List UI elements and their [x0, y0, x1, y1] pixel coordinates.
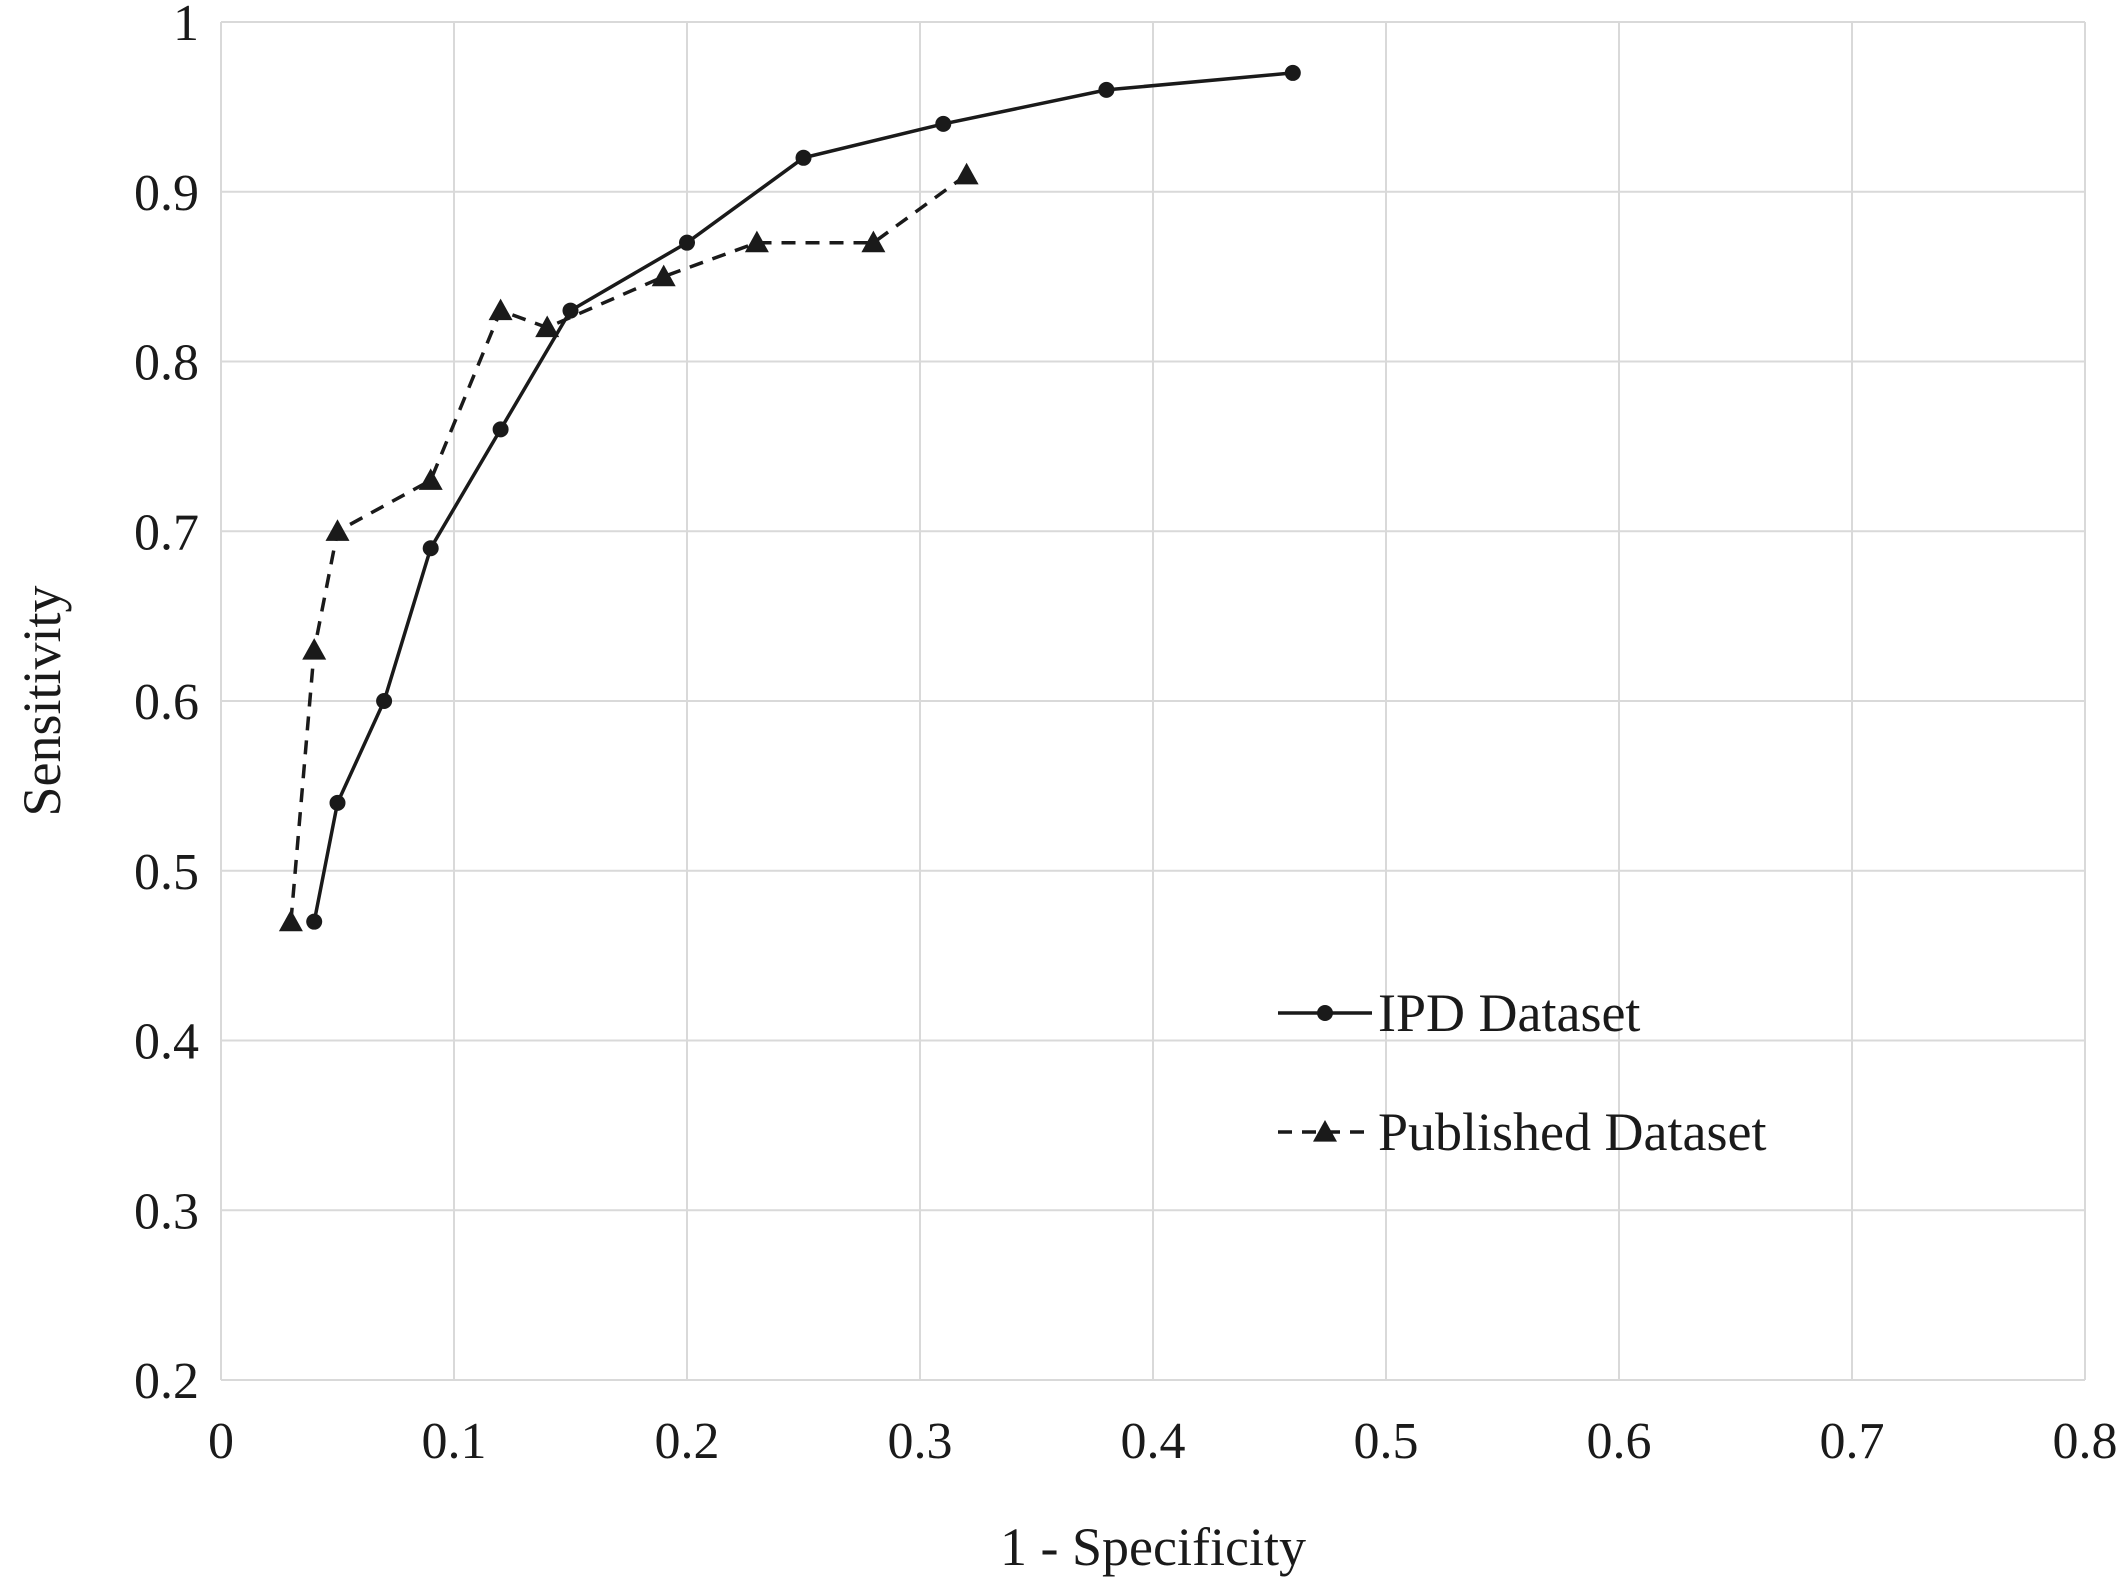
data-point	[1284, 64, 1301, 81]
legend-marker	[1317, 1005, 1333, 1021]
y-tick-label: 0.5	[134, 844, 199, 901]
series-line	[289, 173, 968, 922]
data-point	[492, 421, 509, 438]
legend-entry: Published Dataset	[1278, 1102, 1766, 1162]
data-point	[795, 149, 812, 166]
data-point	[329, 794, 346, 811]
data-point	[861, 230, 886, 253]
data-point	[488, 298, 513, 321]
data-point	[935, 115, 952, 132]
data-point	[306, 913, 323, 930]
x-tick-label: 0	[208, 1413, 234, 1470]
legend: IPD Dataset Published Dataset	[1278, 983, 1766, 1162]
legend-label: Published Dataset	[1378, 1102, 1766, 1162]
x-tick-labels: 0 0.1 0.2 0.3 0.4 0.5 0.6 0.7 0.8	[208, 1413, 2118, 1470]
data-point	[679, 234, 695, 251]
y-tick-label: 0.8	[134, 335, 199, 392]
x-tick-label: 0.3	[888, 1413, 953, 1470]
series-layer	[278, 64, 1301, 932]
data-point	[535, 315, 560, 338]
x-axis-title: 1 - Specificity	[1000, 1517, 1306, 1577]
data-point	[422, 540, 439, 557]
y-tick-label: 1	[173, 0, 199, 52]
y-tick-label: 0.3	[134, 1183, 199, 1240]
series-1	[306, 64, 1301, 930]
y-axis-title: Sensitivity	[12, 585, 72, 816]
x-tick-label: 0.4	[1121, 1413, 1186, 1470]
x-tick-label: 0.7	[1820, 1413, 1885, 1470]
data-point	[744, 230, 769, 253]
data-point	[954, 162, 979, 185]
y-tick-labels: 0.2 0.3 0.4 0.5 0.6 0.7 0.8 0.9 1	[134, 0, 199, 1410]
x-tick-label: 0.6	[1587, 1413, 1652, 1470]
data-point	[651, 264, 676, 287]
grid	[220, 21, 2086, 1381]
legend-marker	[1313, 1120, 1337, 1142]
x-tick-label: 0.8	[2053, 1413, 2118, 1470]
y-tick-label: 0.6	[134, 674, 199, 731]
x-tick-label: 0.2	[655, 1413, 720, 1470]
series-line	[312, 71, 1293, 923]
legend-entry: IPD Dataset	[1278, 983, 1640, 1043]
x-tick-label: 0.5	[1354, 1413, 1419, 1470]
series-2	[278, 162, 979, 932]
legend-label: IPD Dataset	[1378, 983, 1640, 1043]
data-point	[376, 693, 393, 709]
y-tick-label: 0.7	[134, 504, 199, 561]
y-tick-label: 0.2	[134, 1353, 199, 1410]
data-point	[562, 302, 579, 319]
y-tick-label: 0.9	[134, 165, 199, 222]
data-point	[302, 638, 327, 660]
data-point	[278, 909, 303, 932]
data-point	[1098, 81, 1115, 98]
data-point	[418, 468, 443, 490]
x-tick-label: 0.1	[422, 1413, 487, 1470]
y-tick-label: 0.4	[134, 1014, 199, 1071]
data-point	[325, 519, 350, 541]
